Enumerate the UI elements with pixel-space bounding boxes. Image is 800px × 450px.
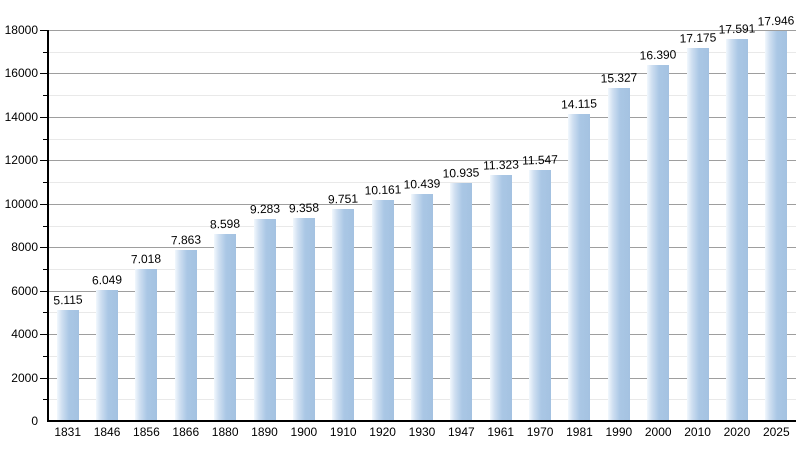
bar-value-label: 17.591: [718, 21, 756, 37]
y-axis-label: 0: [31, 414, 38, 428]
bar-value-label: 10.161: [364, 182, 402, 198]
bar-value-label: 10.935: [442, 165, 480, 182]
y-axis-tick: [43, 138, 48, 140]
bar: [174, 250, 197, 421]
y-axis-tick: [40, 290, 48, 292]
bar-value-label: 9.283: [249, 201, 280, 217]
bar-value-label: 17.175: [678, 30, 717, 46]
x-axis-label: 1947: [448, 425, 475, 439]
y-axis-label: 4000: [11, 327, 38, 342]
bar-value-label: 16.390: [639, 47, 677, 63]
bar: [607, 88, 630, 421]
bar: [529, 170, 552, 421]
x-axis-label: 1961: [487, 425, 515, 439]
x-axis-label: 2020: [723, 425, 751, 439]
bar: [450, 183, 473, 421]
x-axis-label: 1900: [290, 425, 318, 439]
bar: [489, 175, 512, 421]
y-gridline-major: [49, 160, 796, 162]
y-axis-label: 18000: [4, 23, 38, 37]
y-axis-tick: [43, 51, 48, 53]
x-axis-label: 1831: [54, 425, 82, 439]
bar-value-label: 8.598: [209, 216, 241, 232]
x-axis-line: [47, 420, 796, 422]
x-axis-label: 1910: [329, 425, 357, 439]
bar: [765, 31, 788, 421]
y-axis-label: 8000: [11, 240, 38, 255]
x-axis-label: 1866: [172, 425, 200, 439]
y-axis-line: [47, 30, 49, 422]
x-axis-label: 1920: [369, 425, 396, 439]
bar: [371, 200, 394, 421]
y-axis-tick: [43, 182, 48, 184]
y-gridline-minor: [49, 95, 796, 97]
y-axis-label: 16000: [4, 66, 38, 81]
bar: [411, 194, 433, 421]
bar-value-label: 6.049: [91, 272, 123, 288]
y-axis-tick: [43, 268, 48, 270]
x-axis-label: 1880: [211, 425, 239, 439]
y-axis-tick: [40, 377, 48, 379]
bar: [686, 47, 709, 421]
bar-value-label: 9.751: [327, 191, 359, 207]
bar: [647, 64, 670, 421]
y-axis-tick: [40, 160, 48, 162]
bar: [725, 38, 748, 421]
y-axis-label: 10000: [4, 196, 38, 211]
x-axis-label: 1846: [93, 425, 121, 439]
x-axis-label: 2025: [762, 425, 790, 439]
bar-value-label: 17.946: [757, 13, 795, 29]
y-gridline-major: [49, 73, 796, 75]
bar-value-label: 7.018: [131, 251, 162, 267]
x-axis-label: 1930: [408, 425, 436, 439]
bar: [292, 217, 315, 421]
y-axis-tick: [43, 95, 48, 97]
y-axis-tick: [43, 225, 48, 227]
y-gridline-major: [49, 116, 796, 118]
y-axis-tick: [40, 30, 48, 31]
y-axis-label: 12000: [4, 153, 38, 168]
y-gridline-minor: [49, 138, 796, 140]
x-axis-label: 2010: [684, 425, 711, 439]
y-axis-label: 2000: [11, 370, 38, 385]
bar-value-label: 14.115: [561, 96, 598, 113]
y-axis-label: 6000: [11, 283, 38, 298]
y-axis-tick: [40, 73, 48, 75]
bar: [253, 219, 276, 421]
bar: [56, 309, 79, 421]
bar-value-label: 7.863: [170, 232, 202, 248]
y-axis-label: 14000: [4, 109, 38, 124]
bar: [332, 209, 355, 421]
bar-value-label: 10.439: [403, 176, 441, 192]
y-axis-tick: [43, 399, 48, 401]
bar-value-label: 5.115: [52, 292, 83, 308]
x-axis-label: 1981: [566, 425, 593, 439]
y-axis-tick: [40, 203, 48, 205]
bar-value-label: 9.358: [288, 200, 320, 216]
bar: [96, 289, 119, 421]
y-axis-tick: [40, 334, 48, 336]
bar-value-label: 11.547: [521, 152, 559, 168]
y-axis-tick: [40, 116, 48, 118]
x-axis-label: 1890: [251, 425, 278, 439]
x-axis-label: 1856: [133, 425, 160, 439]
x-axis-label: 1990: [605, 425, 633, 439]
y-axis-tick: [43, 312, 48, 314]
x-axis-label: 2000: [644, 425, 672, 439]
y-axis-tick: [40, 247, 48, 249]
y-gridline-major: [49, 30, 796, 31]
bar: [214, 234, 237, 421]
y-axis-tick: [43, 355, 48, 357]
bar: [135, 268, 158, 421]
bar-value-label: 15.327: [600, 70, 638, 86]
bar-value-label: 11.323: [482, 157, 519, 173]
y-gridline-minor: [49, 51, 796, 53]
bar: [568, 114, 591, 421]
x-axis-label: 1970: [526, 425, 554, 439]
y-gridline-minor: [49, 182, 796, 184]
